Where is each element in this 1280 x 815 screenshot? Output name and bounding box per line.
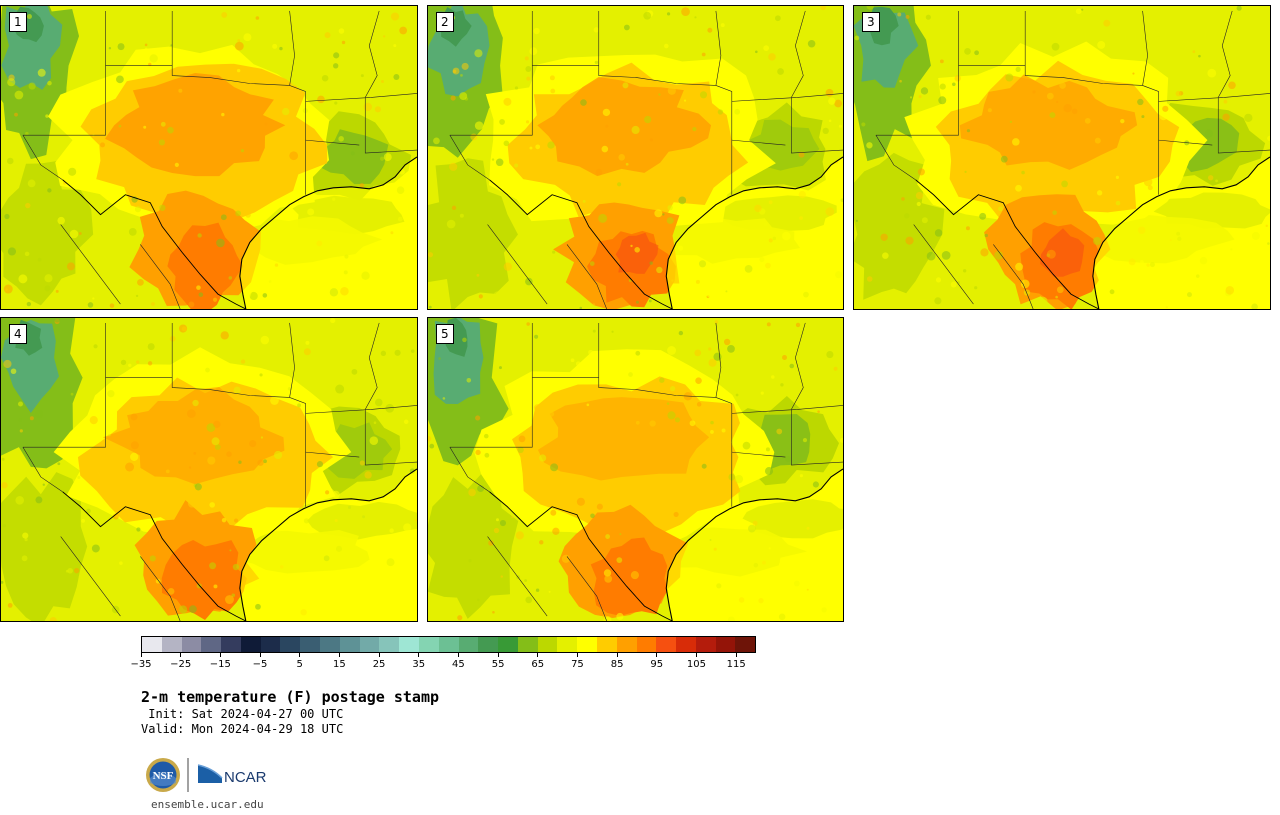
colorbar-segment (715, 637, 736, 652)
colorbar-tick-label: −5 (252, 659, 268, 670)
colorbar-tick (616, 653, 618, 657)
colorbar-tick-label: 115 (726, 659, 746, 670)
temperature-map-4 (1, 318, 417, 621)
colorbar-segment (379, 637, 400, 652)
temperature-colorbar (141, 636, 756, 653)
colorbar-segment (676, 637, 696, 652)
colorbar-tick (338, 653, 340, 657)
colorbar-segment (695, 637, 716, 652)
stamp-number-3: 3 (862, 12, 880, 32)
site-url: ensemble.ucar.edu (151, 798, 264, 811)
colorbar-tick-label: −25 (170, 659, 192, 670)
colorbar-tick-label: 35 (412, 659, 426, 670)
colorbar-tick-label: 95 (650, 659, 664, 670)
colorbar-segment (300, 637, 321, 652)
colorbar-segment (260, 637, 281, 652)
colorbar-segment (636, 637, 657, 652)
colorbar-segment (181, 637, 202, 652)
colorbar-segment (596, 637, 617, 652)
colorbar-segment (656, 637, 677, 652)
colorbar-segment (498, 637, 518, 652)
colorbar-tick (140, 653, 142, 657)
stamp-number-5: 5 (436, 324, 454, 344)
postage-stamp-5: 5 (427, 317, 844, 622)
colorbar-tick (180, 653, 182, 657)
colorbar-segment (399, 637, 419, 652)
colorbar-tick (299, 653, 301, 657)
colorbar-tick (219, 653, 221, 657)
colorbar-tick-label: 55 (491, 659, 505, 670)
postage-stamp-3: 3 (853, 5, 1271, 310)
colorbar-tick-label: 45 (452, 659, 465, 670)
temperature-map-2 (428, 6, 843, 309)
nsf-logo-text: NSF (153, 770, 174, 782)
colorbar-tick (537, 653, 539, 657)
colorbar-segment (616, 637, 637, 652)
colorbar-tick (695, 653, 697, 657)
logos: NSF NCAR (144, 756, 274, 794)
stamp-number-4: 4 (9, 324, 27, 344)
colorbar-tick-label: −35 (130, 659, 152, 670)
colorbar-segment (339, 637, 360, 652)
colorbar-segment (240, 637, 261, 652)
colorbar-tick (656, 653, 658, 657)
colorbar-tick (418, 653, 420, 657)
nsf-logo: NSF (146, 758, 180, 792)
postage-stamp-4: 4 (0, 317, 418, 622)
colorbar-tick-label: 25 (372, 659, 386, 670)
colorbar-segment (577, 637, 597, 652)
ncar-logo-text: NCAR (224, 769, 267, 786)
colorbar-tick-label: 85 (610, 659, 624, 670)
colorbar-tick-label: 65 (531, 659, 545, 670)
colorbar-segment (517, 637, 538, 652)
colorbar-tick-label: 75 (571, 659, 584, 670)
colorbar-tick (457, 653, 459, 657)
colorbar-segment (478, 637, 499, 652)
colorbar-segment (438, 637, 459, 652)
colorbar-tick (576, 653, 578, 657)
colorbar-segment (359, 637, 380, 652)
colorbar-tick-label: 15 (333, 659, 346, 670)
colorbar-segment (320, 637, 340, 652)
temperature-map-3 (854, 6, 1270, 309)
colorbar-segment (142, 637, 162, 652)
colorbar-tick-label: 5 (296, 659, 303, 670)
temperature-map-1 (1, 6, 417, 309)
postage-stamp-2: 2 (427, 5, 844, 310)
temperature-map-5 (428, 318, 843, 621)
colorbar-segment (280, 637, 301, 652)
colorbar-tick (735, 653, 737, 657)
colorbar-segment (161, 637, 182, 652)
colorbar-ticks: −35 −25 −15 −5 5 15 25 35 45 55 65 75 85 95 105 115 (130, 653, 756, 673)
ncar-logo: NCAR (197, 764, 267, 786)
stamp-number-2: 2 (436, 12, 454, 32)
colorbar-segment (537, 637, 558, 652)
colorbar-tick (259, 653, 261, 657)
colorbar-tick-label: 105 (686, 659, 707, 670)
colorbar-segment (201, 637, 222, 652)
colorbar-segment (735, 637, 756, 652)
valid-time: Valid: Mon 2024-04-29 18 UTC (141, 722, 344, 736)
figure-title: 2-m temperature (F) postage stamp (141, 688, 440, 706)
colorbar-tick (497, 653, 499, 657)
colorbar-tick-label: −15 (209, 659, 231, 670)
colorbar-segment (221, 637, 241, 652)
postage-stamp-1: 1 (0, 5, 418, 310)
colorbar-tick (378, 653, 380, 657)
colorbar-segment (458, 637, 479, 652)
stamp-number-1: 1 (9, 12, 27, 32)
colorbar-segment (418, 637, 439, 652)
init-time: Init: Sat 2024-04-27 00 UTC (141, 707, 344, 721)
colorbar-segment (557, 637, 578, 652)
